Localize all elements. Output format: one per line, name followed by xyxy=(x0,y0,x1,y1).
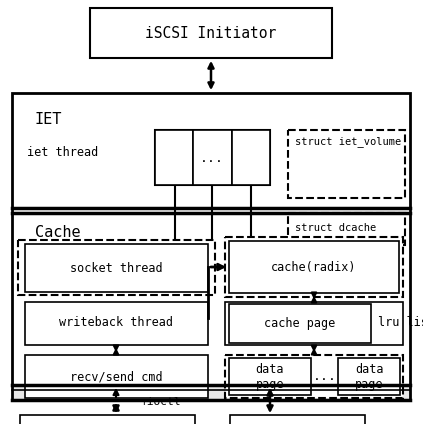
Bar xyxy=(12,415,410,423)
Text: Cache: Cache xyxy=(35,225,81,240)
Text: lru list: lru list xyxy=(378,316,423,329)
Bar xyxy=(229,241,399,293)
Bar xyxy=(232,130,270,185)
Bar xyxy=(12,385,410,400)
Text: cache page: cache page xyxy=(264,316,335,329)
Bar xyxy=(20,415,195,424)
Text: ...: ... xyxy=(200,151,224,165)
Bar xyxy=(338,358,400,395)
Bar xyxy=(288,213,405,245)
Text: socket thread: socket thread xyxy=(70,262,162,274)
Text: writeback thread: writeback thread xyxy=(59,316,173,329)
Bar xyxy=(155,130,193,185)
Bar xyxy=(25,302,208,345)
Text: data
page: data page xyxy=(256,363,284,391)
Text: ...: ... xyxy=(313,371,337,383)
Text: IET: IET xyxy=(35,112,62,127)
Text: iet thread: iet thread xyxy=(27,145,98,159)
Bar xyxy=(12,93,410,208)
Bar xyxy=(225,302,403,345)
Bar xyxy=(288,130,405,198)
Bar xyxy=(18,240,215,295)
Bar xyxy=(229,358,311,395)
Bar xyxy=(225,237,403,297)
Bar xyxy=(12,208,410,385)
Bar xyxy=(229,304,371,343)
Text: recv/send cmd: recv/send cmd xyxy=(70,371,162,383)
Text: struct dcache: struct dcache xyxy=(295,223,376,233)
Bar xyxy=(90,8,332,58)
Bar xyxy=(155,130,270,185)
Text: struct iet_volume: struct iet_volume xyxy=(295,137,401,148)
Text: data
page: data page xyxy=(355,363,383,391)
Bar xyxy=(25,244,208,292)
Text: cache(radix): cache(radix) xyxy=(271,260,357,273)
Text: iSCSI Initiator: iSCSI Initiator xyxy=(146,25,277,41)
Bar xyxy=(225,355,403,398)
Bar xyxy=(25,355,208,398)
Bar xyxy=(193,130,232,185)
Bar xyxy=(230,415,365,424)
Text: ↑ioctl: ↑ioctl xyxy=(140,397,181,407)
